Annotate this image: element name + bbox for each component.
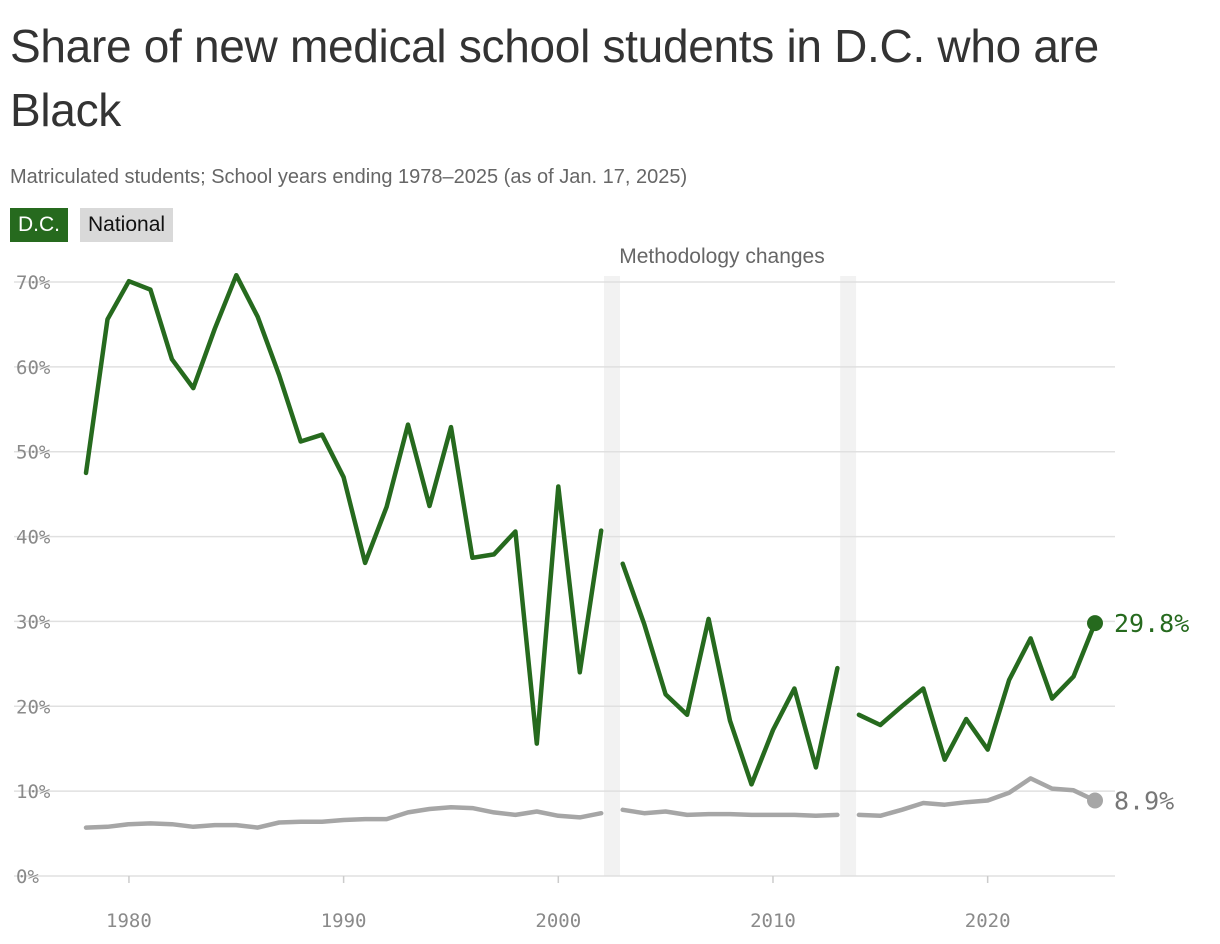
x-tick-label: 1980 bbox=[106, 910, 152, 932]
page-title: Share of new medical school students in … bbox=[10, 20, 1099, 136]
methodology-band bbox=[840, 276, 857, 876]
methodology-band bbox=[603, 276, 620, 876]
end-point-dc bbox=[1087, 615, 1103, 632]
methodology-annotation: Methodology changes bbox=[619, 245, 824, 268]
legend-item-dc: D.C. bbox=[10, 208, 68, 242]
y-tick-label: 10% bbox=[16, 781, 51, 803]
y-tick-label: 50% bbox=[16, 442, 51, 464]
y-tick-label: 40% bbox=[16, 527, 51, 549]
y-tick-label: 0% bbox=[16, 866, 39, 888]
x-tick-label: 2020 bbox=[965, 910, 1011, 932]
legend-item-national: National bbox=[80, 208, 174, 242]
y-tick-label: 30% bbox=[16, 611, 51, 633]
series-line-dc bbox=[620, 561, 840, 787]
end-point-national bbox=[1087, 792, 1103, 809]
methodology-bands bbox=[603, 276, 857, 876]
x-axis-tick-labels: 1980 1990 2000 2010 2020 bbox=[106, 876, 1011, 932]
series-line-national bbox=[856, 776, 1098, 819]
series-line-dc bbox=[83, 272, 604, 746]
x-tick-label: 1990 bbox=[321, 910, 367, 932]
series-line-dc bbox=[856, 620, 1098, 762]
y-tick-label: 70% bbox=[16, 272, 51, 294]
series-lines bbox=[83, 272, 1098, 830]
y-axis-tick-labels: 0% 10% 20% 30% 40% 50% 60% 70% bbox=[16, 272, 51, 888]
end-label-national: 8.9% bbox=[1114, 786, 1174, 815]
series-line-national bbox=[83, 805, 604, 830]
series-end-labels: 29.8% 8.9% bbox=[1087, 609, 1189, 815]
x-tick-label: 2010 bbox=[750, 910, 796, 932]
y-tick-label: 60% bbox=[16, 357, 51, 379]
chart-subtitle: Matriculated students; School years endi… bbox=[10, 166, 688, 188]
series-line-national bbox=[620, 807, 840, 819]
x-tick-label: 2000 bbox=[535, 910, 581, 932]
end-label-dc: 29.8% bbox=[1114, 609, 1189, 638]
y-tick-label: 20% bbox=[16, 696, 51, 718]
legend: D.C. National bbox=[10, 208, 174, 242]
